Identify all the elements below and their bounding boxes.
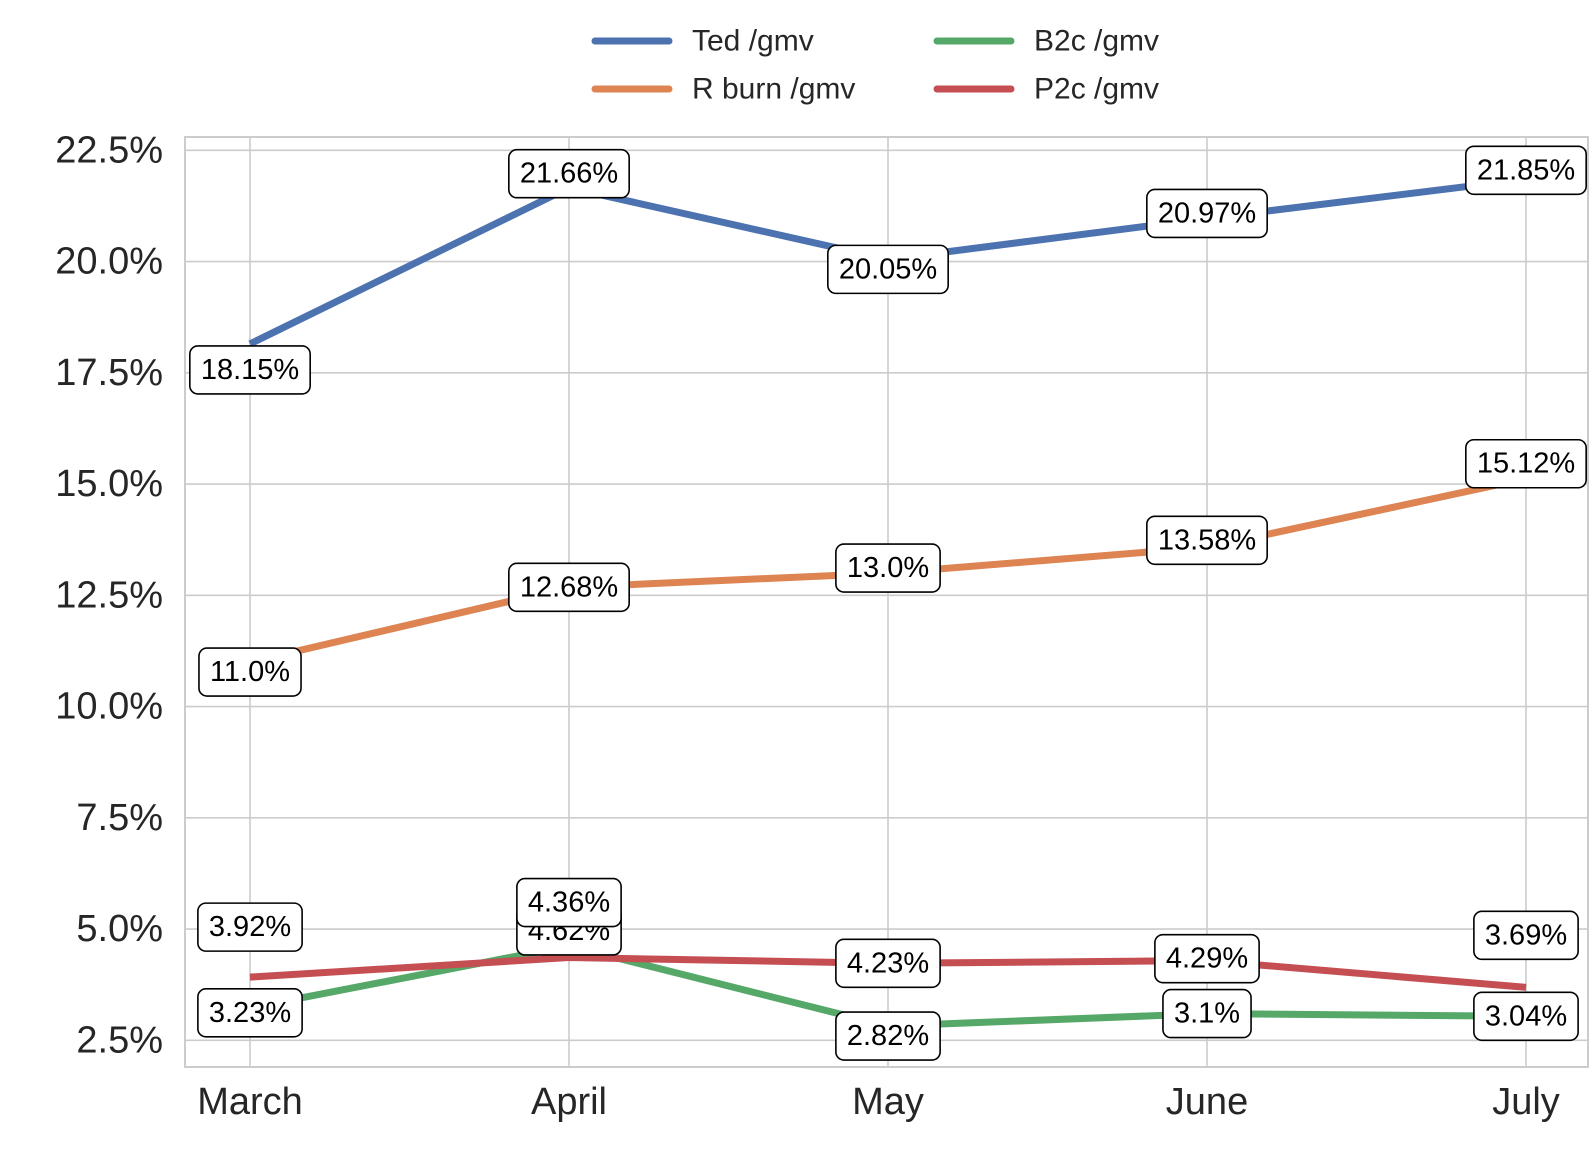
legend-item: P2c /gmv	[933, 73, 1159, 106]
data-label-text: 20.05%	[839, 253, 937, 285]
data-label-text: 3.23%	[209, 997, 291, 1029]
data-label-text: 3.69%	[1485, 919, 1567, 951]
data-label-text: 4.29%	[1166, 943, 1248, 975]
legend-label: R burn /gmv	[692, 73, 855, 106]
plot-frame	[184, 136, 1589, 1068]
data-label: 2.82%	[835, 1011, 941, 1061]
data-label: 4.23%	[835, 938, 941, 989]
data-label: 3.04%	[1473, 991, 1579, 1042]
data-label-text: 13.58%	[1158, 524, 1256, 556]
data-label-text: 11.0%	[210, 656, 290, 688]
x-tick-label: April	[531, 1081, 607, 1123]
x-tick-label: July	[1492, 1081, 1560, 1123]
data-label: 20.97%	[1146, 188, 1268, 239]
x-axis: March April May June July	[197, 1081, 1560, 1123]
legend: Ted /gmv R burn /gmv B2c /gmv P2c /gmv	[591, 25, 1159, 106]
data-label-box	[1465, 145, 1587, 196]
data-label-text: 3.92%	[209, 911, 291, 943]
legend-item: R burn /gmv	[591, 73, 855, 106]
y-tick-label: 10.0%	[55, 686, 163, 728]
data-label: 18.15%	[189, 345, 311, 395]
y-tick-label: 2.5%	[76, 1019, 163, 1061]
data-label: 4.36%	[516, 877, 622, 928]
data-label-box	[1146, 188, 1268, 239]
data-label: 13.58%	[1146, 515, 1268, 566]
data-label: 4.29%	[1154, 933, 1260, 984]
data-label-box	[1146, 515, 1268, 566]
data-label-text: 12.68%	[520, 571, 618, 603]
data-label: 3.69%	[1473, 910, 1579, 961]
data-label-text: 4.23%	[847, 947, 929, 979]
data-label-text: 13.0%	[847, 552, 929, 584]
data-label: 3.92%	[197, 902, 303, 952]
x-tick-label: March	[197, 1081, 303, 1123]
data-label-box	[508, 148, 630, 199]
data-label: 20.05%	[827, 244, 949, 295]
data-label-text: 3.04%	[1485, 1000, 1567, 1032]
data-label-box	[1154, 933, 1260, 984]
x-tick-label: May	[852, 1081, 924, 1123]
data-label-box	[835, 543, 941, 593]
y-tick-label: 7.5%	[76, 797, 163, 839]
y-tick-label: 22.5%	[55, 129, 163, 171]
data-label: 15.12%	[1465, 438, 1587, 489]
data-labels: 18.15% 21.66% 20.05% 20.97% 21.85% 11.0% 12.68…	[189, 145, 1587, 1061]
data-label-text: 3.1%	[1174, 998, 1240, 1030]
data-label: 13.0%	[835, 543, 941, 593]
data-label: 21.85%	[1465, 145, 1587, 196]
data-label-box	[197, 988, 303, 1038]
legend-label: P2c /gmv	[1034, 73, 1159, 106]
y-axis: 2.5% 5.0% 7.5% 10.0% 12.5% 15.0% 17.5% 20.0% 22.…	[55, 129, 163, 1061]
data-label-text: 2.82%	[847, 1020, 929, 1052]
data-label-box	[508, 562, 630, 613]
y-tick-label: 17.5%	[55, 352, 163, 394]
legend-item: Ted /gmv	[591, 25, 814, 58]
data-label-box	[1473, 910, 1579, 961]
data-label-box	[197, 902, 303, 952]
data-label: 12.68%	[508, 562, 630, 613]
y-tick-label: 12.5%	[55, 574, 163, 616]
data-label: 3.23%	[197, 988, 303, 1038]
data-label-text: 20.97%	[1158, 197, 1256, 229]
data-label-text: 21.85%	[1477, 154, 1575, 186]
legend-label: B2c /gmv	[1034, 25, 1159, 58]
data-label-text: 18.15%	[201, 354, 299, 386]
data-label-text: 15.12%	[1477, 448, 1575, 480]
data-label-box	[1162, 988, 1252, 1039]
data-label-box	[827, 244, 949, 295]
legend-item: B2c /gmv	[933, 25, 1159, 58]
y-tick-label: 20.0%	[55, 241, 163, 283]
x-tick-label: June	[1166, 1081, 1248, 1123]
data-label: 21.66%	[508, 148, 630, 199]
data-label-box	[198, 647, 302, 697]
y-tick-label: 5.0%	[76, 908, 163, 950]
data-label-box	[835, 938, 941, 989]
data-label-box	[189, 345, 311, 395]
data-label-box	[835, 1011, 941, 1061]
data-label-text: 4.36%	[528, 887, 610, 919]
data-label: 11.0%	[198, 647, 302, 697]
y-tick-label: 15.0%	[55, 463, 163, 505]
data-label: 3.1%	[1162, 988, 1252, 1039]
data-label-text: 21.66%	[520, 158, 618, 190]
data-label-box	[516, 877, 622, 928]
legend-label: Ted /gmv	[692, 25, 814, 58]
data-label-box	[1473, 991, 1579, 1042]
data-label-box	[1465, 438, 1587, 489]
